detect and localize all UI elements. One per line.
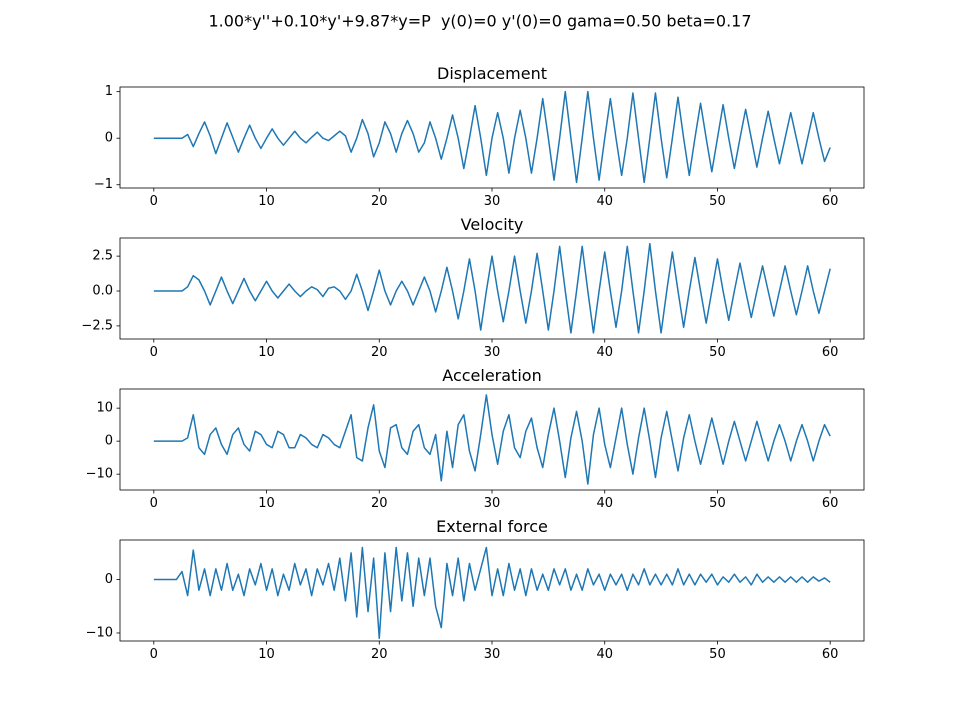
y-tick-label: 0 <box>105 131 113 146</box>
x-tick-label: 40 <box>596 194 613 209</box>
x-tick-label: 10 <box>258 647 275 662</box>
x-tick-label: 50 <box>709 345 726 360</box>
x-tick-label: 40 <box>596 496 613 511</box>
data-line <box>153 546 831 640</box>
data-line <box>153 90 831 184</box>
x-tick-label: 60 <box>822 496 839 511</box>
data-line <box>153 242 831 334</box>
x-tick-label: 30 <box>484 194 501 209</box>
x-tick-label: 10 <box>258 345 275 360</box>
axes-frame <box>119 388 865 491</box>
y-tick-label: 1 <box>105 84 113 99</box>
y-tick-label: −10 <box>86 625 113 640</box>
subplot-title: Acceleration <box>442 366 541 385</box>
x-tick-label: 60 <box>822 194 839 209</box>
axes-frame <box>119 539 865 642</box>
y-tick-label: 10 <box>96 401 113 416</box>
x-tick-label: 10 <box>258 496 275 511</box>
x-tick-label: 0 <box>150 194 158 209</box>
y-tick-label: 0 <box>105 434 113 449</box>
axes-frame <box>119 86 865 189</box>
axes-frame <box>119 237 865 340</box>
subplot: External force 0 10 20 30 40 50 60 −10 0 <box>86 517 865 662</box>
y-tick-label: 0.0 <box>92 284 113 299</box>
y-tick-label: 0 <box>105 572 113 587</box>
y-tick-label: 2.5 <box>92 249 113 264</box>
data-line <box>153 394 831 485</box>
subplot: Acceleration 0 10 20 30 40 50 60 −10 0 10 <box>86 366 865 511</box>
y-tick-label: −1 <box>94 177 113 192</box>
x-tick-label: 0 <box>150 345 158 360</box>
x-tick-label: 0 <box>150 647 158 662</box>
x-tick-label: 30 <box>484 647 501 662</box>
subplot: Velocity 0 10 20 30 40 50 60 −2.5 0.0 2.5 <box>81 215 865 360</box>
x-tick-label: 20 <box>371 194 388 209</box>
x-tick-label: 50 <box>709 496 726 511</box>
x-tick-label: 50 <box>709 647 726 662</box>
x-tick-label: 10 <box>258 194 275 209</box>
y-tick-label: −2.5 <box>81 318 113 333</box>
x-tick-label: 0 <box>150 496 158 511</box>
x-tick-label: 20 <box>371 496 388 511</box>
x-tick-label: 30 <box>484 496 501 511</box>
subplot: Displacement 0 10 20 30 40 50 60 −1 0 1 <box>94 64 865 209</box>
x-tick-label: 40 <box>596 647 613 662</box>
subplot-title: Displacement <box>437 64 547 83</box>
x-tick-label: 50 <box>709 194 726 209</box>
x-tick-label: 30 <box>484 345 501 360</box>
subplot-title: Velocity <box>461 215 524 234</box>
x-tick-label: 20 <box>371 647 388 662</box>
x-tick-label: 60 <box>822 647 839 662</box>
x-tick-label: 60 <box>822 345 839 360</box>
subplot-title: External force <box>436 517 548 536</box>
x-tick-label: 20 <box>371 345 388 360</box>
y-tick-label: −10 <box>86 467 113 482</box>
figure-title: 1.00*y''+0.10*y'+9.87*y=P y(0)=0 y'(0)=0… <box>208 12 751 31</box>
x-tick-label: 40 <box>596 345 613 360</box>
